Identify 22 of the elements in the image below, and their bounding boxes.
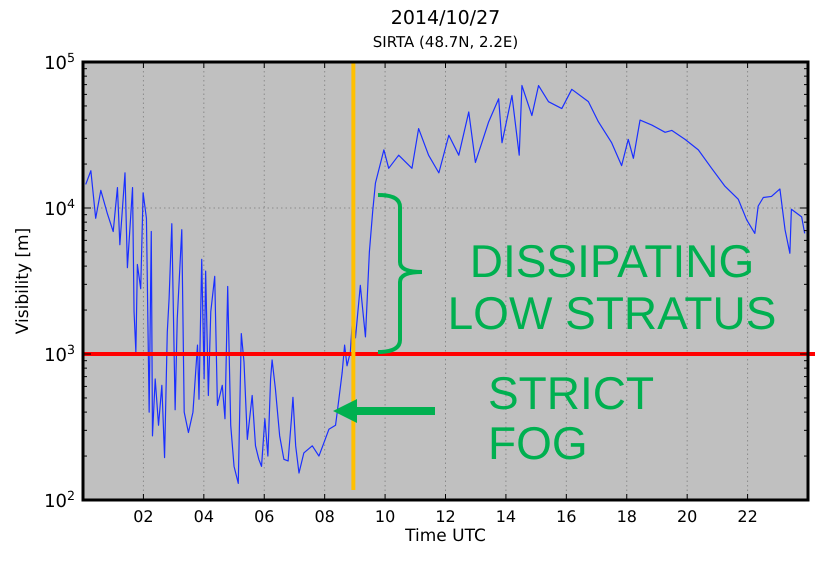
- x-tick-label: 08: [314, 507, 335, 526]
- chart-title: 2014/10/27: [390, 7, 500, 29]
- x-tick-label: 12: [435, 507, 456, 526]
- x-tick-label: 02: [133, 507, 154, 526]
- x-tick-label: 14: [496, 507, 516, 526]
- annotation: STRICT FOG: [488, 367, 654, 469]
- y-tick-label: 10$^{3}$: [44, 342, 75, 366]
- x-tick-label: 20: [676, 507, 698, 526]
- x-tick-label: 22: [737, 507, 758, 526]
- x-tick-label: 18: [616, 507, 637, 526]
- annotation: DISSIPATING LOW STRATUS: [448, 235, 776, 339]
- line-series: [85, 84, 806, 484]
- x-tick-label: 16: [556, 507, 577, 526]
- x-tick-label: 10: [374, 507, 396, 526]
- y-tick-label: 10$^{5}$: [44, 50, 75, 74]
- chart-subtitle: SIRTA (48.7N, 2.2E): [372, 33, 518, 51]
- y-tick-label: 10$^{4}$: [44, 196, 75, 220]
- x-tick-label: 04: [194, 507, 214, 526]
- x-tick-label: 06: [254, 507, 274, 526]
- y-axis-title: Visibility [m]: [13, 228, 33, 334]
- y-tick-label: 10$^{2}$: [44, 488, 75, 512]
- x-axis-title: Time UTC: [404, 526, 486, 546]
